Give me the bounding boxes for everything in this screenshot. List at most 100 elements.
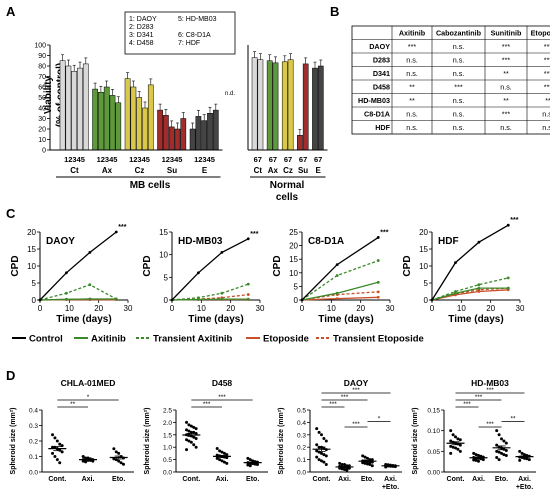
panel-b-cell: n.s. bbox=[453, 69, 465, 78]
panel-d-point bbox=[112, 447, 116, 451]
panel-c-ytick-label: 15 bbox=[159, 228, 168, 237]
panel-c-series-point bbox=[430, 298, 434, 302]
panel-a-mb-bar bbox=[82, 63, 89, 151]
panel-c-xtick-label: 20 bbox=[486, 304, 495, 313]
panel-d-subplot-title: CHLA-01MED bbox=[61, 378, 116, 388]
panel-c-ytick-label: 25 bbox=[289, 228, 298, 237]
panel-d-point bbox=[497, 450, 501, 454]
panel-b-cell: *** bbox=[544, 56, 550, 65]
panel-a-normal-group-label: Ct bbox=[254, 166, 263, 175]
panel-c-series-point bbox=[477, 286, 481, 290]
panel-a-legend-4: 4: D458 bbox=[129, 40, 154, 47]
panel-c-series-point bbox=[197, 271, 200, 275]
panel-b-cell: *** bbox=[544, 42, 550, 51]
panel-c-subplot-title: HDF bbox=[438, 236, 459, 247]
panel-label-c: C bbox=[6, 206, 16, 221]
panel-a-ytick-label: 40 bbox=[38, 106, 46, 113]
panel-b-cell: n.s. bbox=[453, 42, 465, 51]
panel-c-xtick-label: 10 bbox=[197, 304, 206, 313]
panel-c-xtick-label: 10 bbox=[327, 304, 336, 313]
panel-d-point bbox=[340, 467, 344, 471]
panel-d-point bbox=[315, 455, 319, 459]
panel-a-mb-tick-numbers: 12345 bbox=[97, 155, 118, 164]
panel-d-point bbox=[220, 459, 224, 463]
panel-b-row-label: D458 bbox=[373, 83, 390, 92]
panel-d-sig-label: *** bbox=[352, 387, 360, 394]
panel-b-cell: n.s. bbox=[453, 96, 465, 105]
panel-d-point bbox=[525, 457, 529, 461]
panel-a-ytick-label: 70 bbox=[38, 74, 46, 81]
panel-a-bars: 0 10 20 30 40 50 60 70 80 90 100 12345 Ct 12345 Ax 1234… bbox=[34, 43, 328, 178]
panel-a-mb-bar bbox=[174, 128, 181, 151]
panel-a-mb-bar bbox=[130, 86, 137, 151]
panel-c-series-point bbox=[335, 291, 339, 295]
panel-d-point bbox=[218, 449, 222, 453]
panel-c-legend-label: Control bbox=[29, 334, 63, 345]
panel-d-point bbox=[454, 446, 457, 450]
panel-a-legend-6: 6: C8-D1A bbox=[178, 32, 211, 39]
panel-c-series-point bbox=[246, 293, 250, 296]
panel-c-series-point bbox=[454, 261, 457, 264]
panel-d-point bbox=[477, 459, 480, 463]
panel-c-series-point bbox=[197, 296, 200, 300]
panel-b-cell: n.s. bbox=[542, 123, 550, 132]
panel-c-xlabel: Time (days) bbox=[188, 314, 243, 325]
panel-d-sig-label: *** bbox=[486, 421, 494, 428]
panel-d-ytick-label: 0.4 bbox=[297, 420, 306, 427]
panel-c-series-line bbox=[39, 231, 117, 301]
panel-c-series-line bbox=[431, 287, 509, 301]
panel-c-xlabel: Time (days) bbox=[318, 314, 373, 325]
panel-b-cell: n.s. bbox=[406, 69, 418, 78]
panel-c-series-point bbox=[376, 259, 380, 262]
panel-d-point bbox=[456, 447, 460, 451]
panel-d-point bbox=[317, 458, 321, 462]
panel-d-group-label: Cont. bbox=[182, 476, 200, 483]
panel-d-group-label: +Eto. bbox=[382, 484, 399, 491]
panel-b-header-cell: Etoposide bbox=[531, 29, 550, 38]
panel-a-ytick-label: 80 bbox=[38, 64, 46, 71]
panel-a-mb-group-label: Ax bbox=[102, 166, 113, 175]
panel-a-mb-bar bbox=[207, 113, 213, 151]
panel-c-xlabel: Time (days) bbox=[448, 314, 503, 325]
panel-b-cell: *** bbox=[544, 69, 550, 78]
panel-d-group-label: +Eto. bbox=[516, 484, 533, 491]
panel-d-point bbox=[255, 463, 259, 467]
panel-a-mb-bar bbox=[180, 118, 187, 151]
panel-a-normal-group-label: Su bbox=[298, 166, 308, 175]
panel-b-row-label: D283 bbox=[373, 56, 390, 65]
panel-d-point bbox=[458, 438, 462, 442]
panel-a-mb-bar bbox=[136, 97, 143, 151]
panel-b-cell: ** bbox=[545, 96, 550, 105]
panel-a-normal-group-label: Cz bbox=[283, 166, 293, 175]
panel-c-ytick-label: 10 bbox=[289, 269, 298, 278]
panel-c-xtick-label: 30 bbox=[386, 304, 395, 313]
panel-d-point bbox=[189, 424, 193, 428]
panel-b-cell: ** bbox=[409, 96, 415, 105]
panel-d-point bbox=[456, 437, 460, 441]
panel-d-point bbox=[114, 450, 118, 454]
panel-c-series-point bbox=[506, 286, 510, 290]
panel-d-point bbox=[315, 427, 319, 431]
panel-a-normal-bar bbox=[251, 57, 258, 151]
panel-d-ylabel: Spheroid size (mm²) bbox=[10, 408, 17, 475]
panel-b-header-cell: Axitinib bbox=[399, 29, 426, 38]
panel-c-xtick-label: 20 bbox=[356, 304, 365, 313]
panel-d-point bbox=[449, 451, 453, 455]
panel-c-ylabel: CPD bbox=[272, 255, 283, 276]
panel-a-ylabel-line1: Viability bbox=[43, 75, 54, 114]
panel-c-subplot-title: DAOY bbox=[46, 236, 75, 247]
panel-c-series-point bbox=[300, 298, 304, 302]
panel-d-point bbox=[504, 453, 508, 457]
panel-d-ytick-label: 0.5 bbox=[297, 408, 306, 415]
panel-d-point bbox=[317, 430, 321, 434]
panel-d-ytick-label: 0.1 bbox=[297, 457, 306, 464]
panel-d-point bbox=[320, 459, 323, 463]
panel-d-group-label: Axi. bbox=[216, 476, 229, 483]
panel-d-point bbox=[481, 458, 485, 462]
panel-c-series-point bbox=[88, 251, 92, 254]
panel-b-cell: *** bbox=[544, 83, 550, 92]
panel-d-point bbox=[60, 444, 64, 448]
panel-a-normal-bar bbox=[302, 63, 309, 151]
panel-d-ytick-label: 0.10 bbox=[427, 428, 440, 435]
panel-d-group-label: Axi. bbox=[82, 476, 95, 483]
